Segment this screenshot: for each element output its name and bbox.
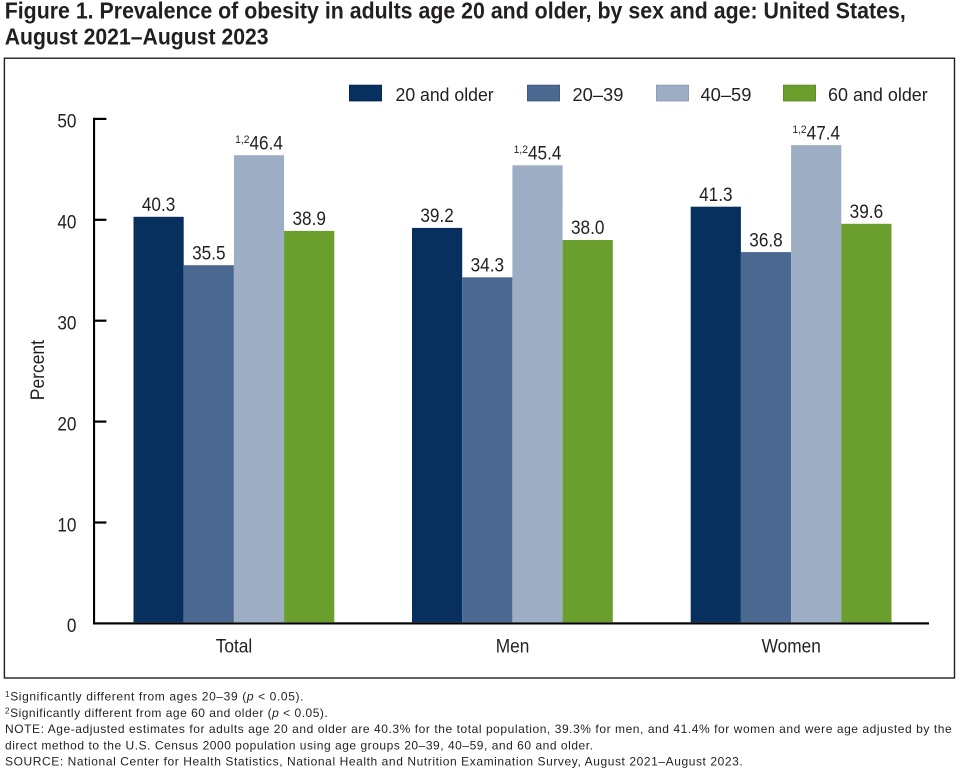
svg-text:38.0: 38.0 — [571, 217, 604, 238]
svg-text:Figure 1. Prevalence of obesit: Figure 1. Prevalence of obesity in adult… — [5, 0, 906, 24]
svg-text:NOTE: Age-adjusted estimates f: NOTE: Age-adjusted estimates for adults … — [5, 722, 952, 736]
svg-text:1,245.4: 1,245.4 — [514, 143, 562, 164]
svg-text:36.8: 36.8 — [749, 230, 782, 251]
svg-text:direct method to the U.S. Cens: direct method to the U.S. Census 2000 po… — [5, 738, 593, 752]
svg-text:50: 50 — [57, 111, 76, 132]
svg-text:34.3: 34.3 — [471, 255, 504, 276]
svg-text:41.3: 41.3 — [699, 184, 732, 205]
svg-text:20 and older: 20 and older — [396, 85, 494, 105]
svg-text:40–59: 40–59 — [701, 84, 752, 105]
svg-text:Percent: Percent — [27, 340, 49, 400]
svg-text:0: 0 — [67, 615, 77, 636]
svg-text:1,246.4: 1,246.4 — [235, 133, 283, 154]
svg-text:SOURCE: National Center for He: SOURCE: National Center for Health Stati… — [5, 755, 743, 768]
svg-text:1Significantly different from: 1Significantly different from ages 20–39… — [5, 690, 304, 704]
svg-text:August 2021–August 2023: August 2021–August 2023 — [5, 24, 269, 50]
svg-text:Men: Men — [496, 636, 530, 657]
svg-text:Women: Women — [762, 636, 821, 657]
svg-text:60 and older: 60 and older — [828, 85, 928, 105]
svg-text:1,247.4: 1,247.4 — [792, 123, 840, 144]
svg-text:Total: Total — [216, 636, 253, 657]
svg-text:40: 40 — [57, 212, 76, 233]
svg-text:39.2: 39.2 — [420, 205, 453, 226]
svg-text:35.5: 35.5 — [192, 243, 225, 264]
svg-text:10: 10 — [57, 515, 76, 536]
svg-text:38.9: 38.9 — [292, 208, 325, 229]
svg-text:20–39: 20–39 — [573, 84, 624, 105]
svg-text:40.3: 40.3 — [142, 194, 175, 215]
svg-text:39.6: 39.6 — [850, 201, 883, 222]
svg-text:20: 20 — [57, 414, 76, 435]
svg-text:30: 30 — [57, 313, 76, 334]
svg-text:2Significantly different from: 2Significantly different from age 60 and… — [5, 706, 328, 720]
